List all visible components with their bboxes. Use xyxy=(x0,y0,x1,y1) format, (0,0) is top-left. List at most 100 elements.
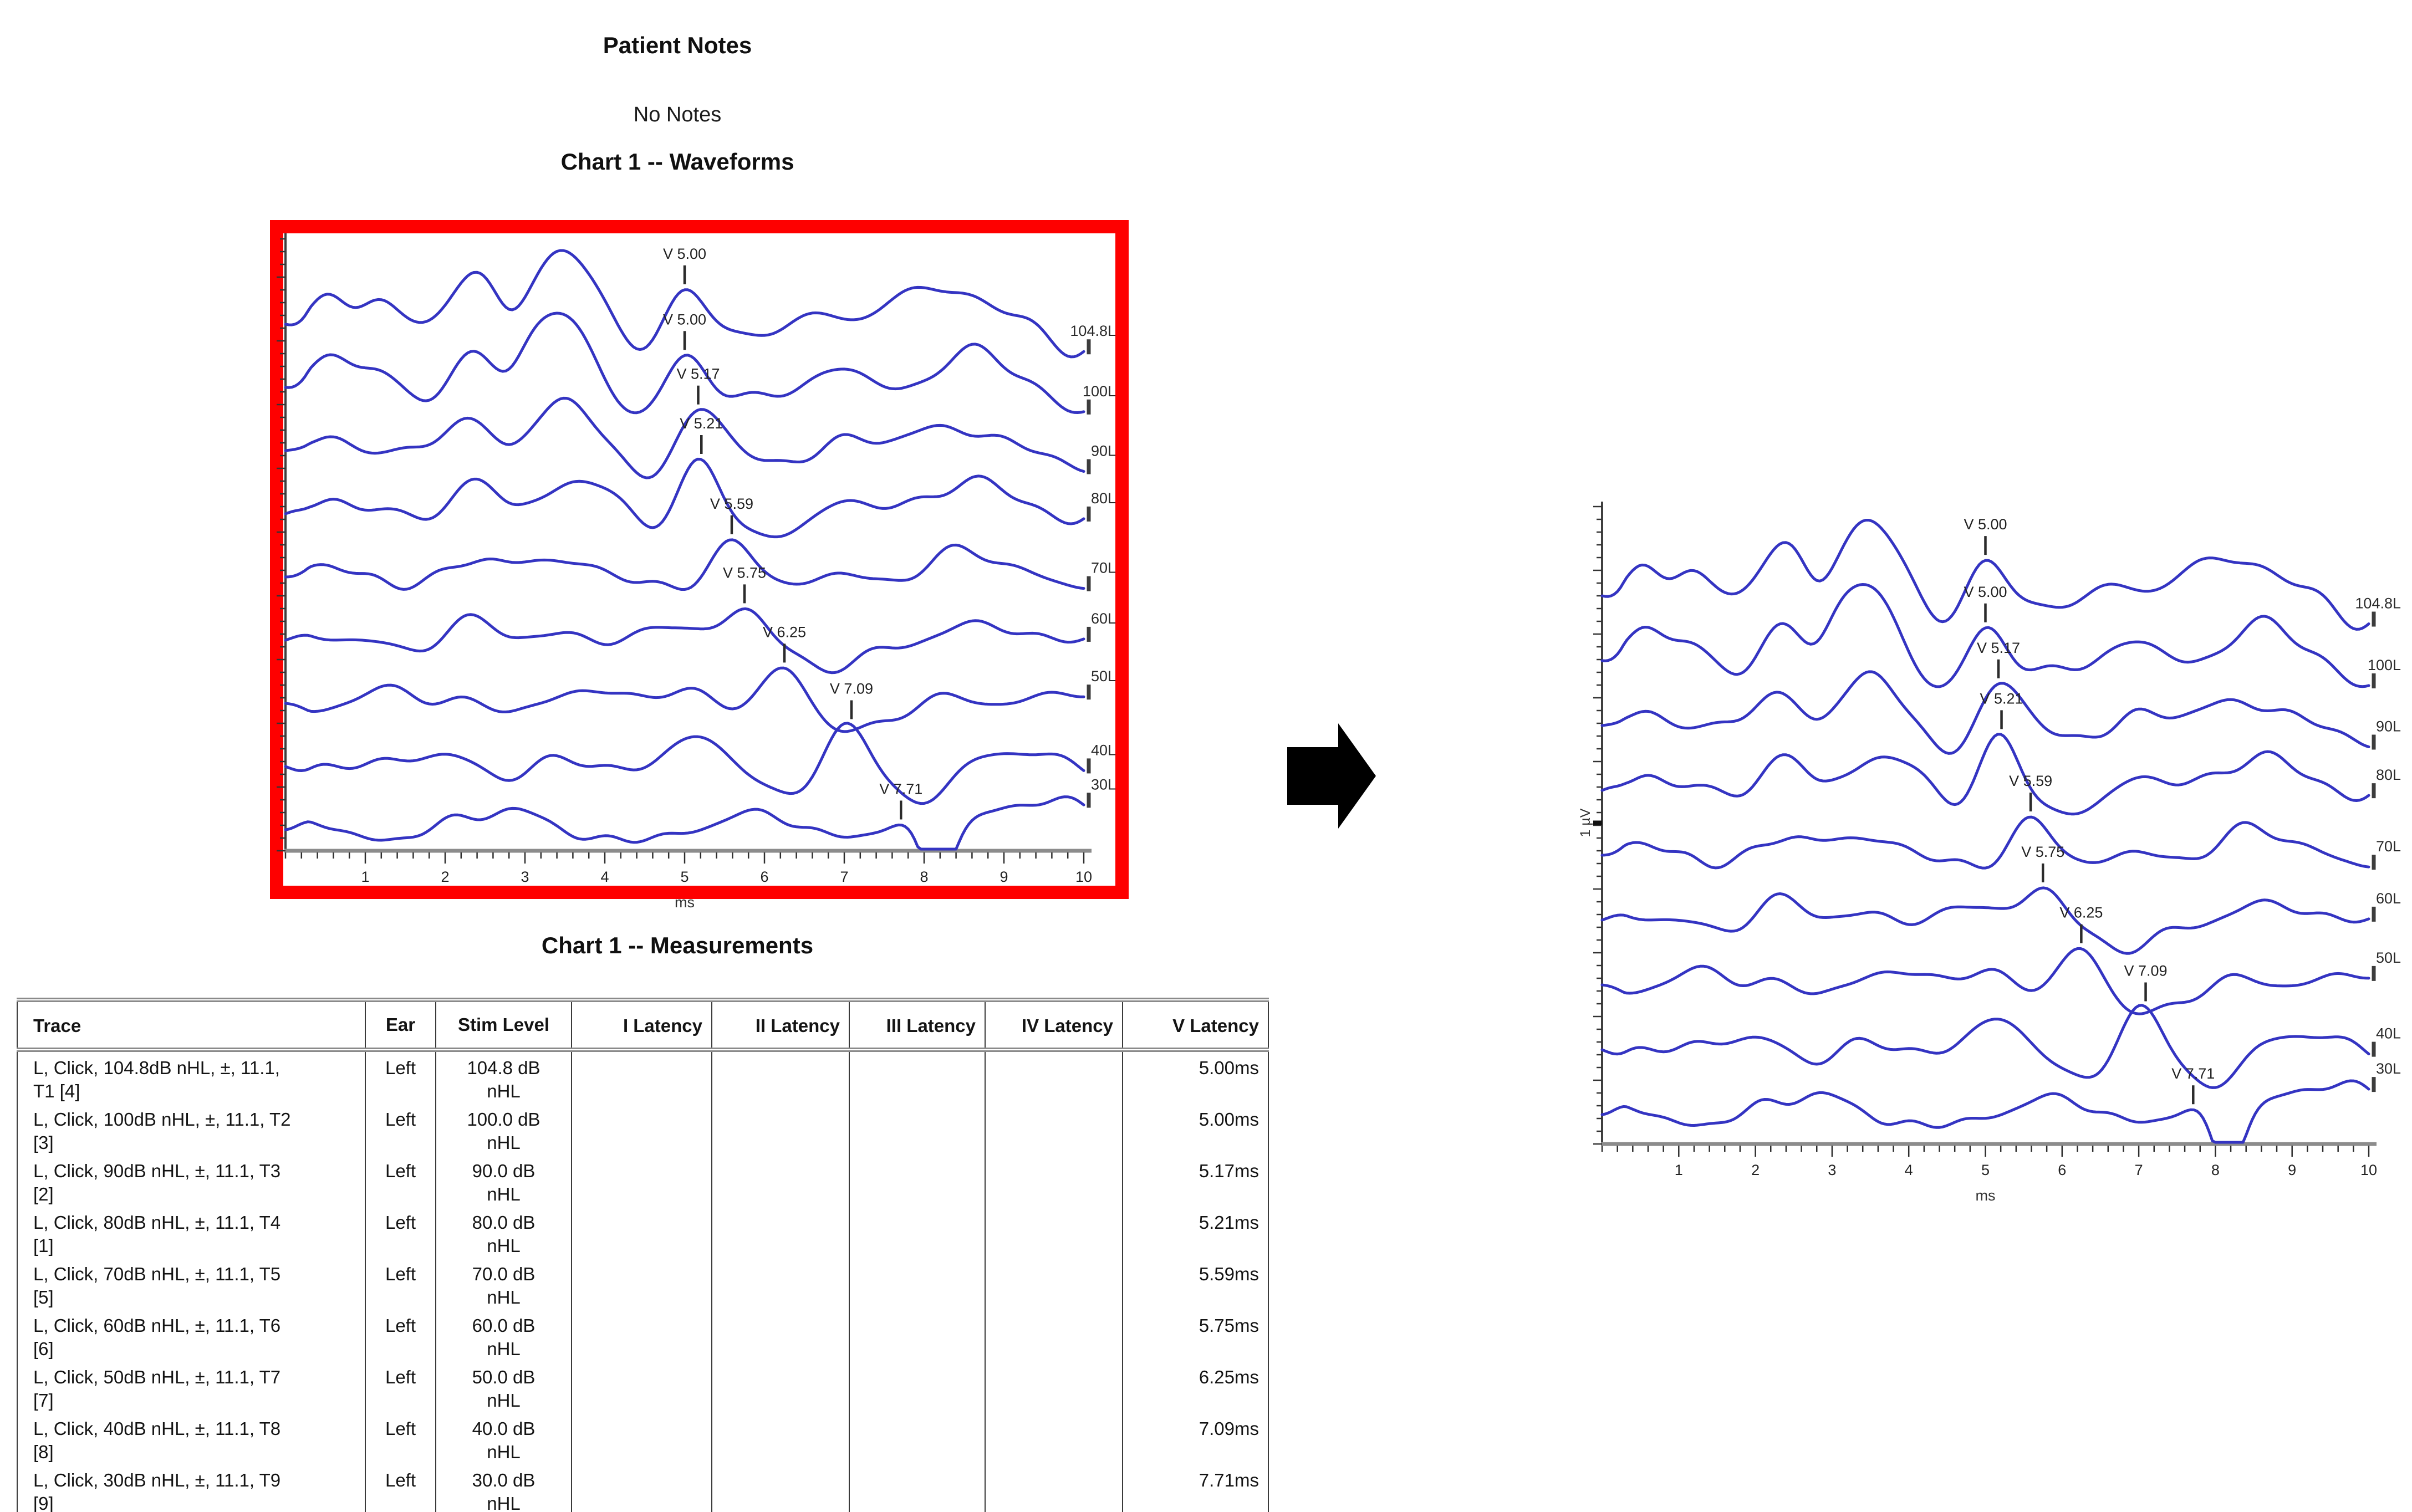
v-latency-cell: 5.00ms xyxy=(1122,1050,1269,1104)
trace-cell: L, Click, 60dB nHL, ±, 11.1, T6 [6] xyxy=(17,1310,366,1361)
iii-latency-cell xyxy=(849,1104,986,1155)
trace-label: 80L xyxy=(2376,767,2401,783)
col-header-ii-latency: II Latency xyxy=(711,1000,850,1050)
trace-cell: L, Click, 100dB nHL, ±, 11.1, T2 [3] xyxy=(17,1104,366,1155)
trace-cell-text: [8] xyxy=(33,1442,54,1462)
v-marker-label: V 6.25 xyxy=(763,624,806,640)
stim-level-cell-text: 40.0 dB xyxy=(472,1418,536,1439)
ear-cell-text: Left xyxy=(385,1315,416,1336)
trace-label: 104.8L xyxy=(1070,323,1116,339)
trace-cell-text: [1] xyxy=(33,1235,54,1256)
iv-latency-cell xyxy=(985,1050,1123,1104)
ii-latency-cell xyxy=(711,1361,850,1413)
stim-level-cell-text: 104.8 dB xyxy=(467,1058,540,1078)
abr-trace xyxy=(1600,1004,2370,1089)
stim-level-cell-text: nHL xyxy=(487,1442,521,1462)
x-tick-label: 6 xyxy=(2058,1162,2066,1178)
stim-level-cell: 104.8 dB nHL xyxy=(435,1050,572,1104)
x-tick-label: 7 xyxy=(840,869,848,885)
iv-latency-cell xyxy=(985,1258,1123,1310)
trace-label: 40L xyxy=(2376,1025,2401,1042)
abr-trace xyxy=(1600,1079,2370,1144)
ear-cell-text: Left xyxy=(385,1212,416,1233)
col-header-iv-latency: IV Latency xyxy=(985,1000,1123,1050)
iv-latency-cell xyxy=(985,1104,1123,1155)
v-marker-label: V 5.21 xyxy=(680,415,723,432)
abr-trace xyxy=(284,396,1085,479)
v-latency-cell-text: 6.25ms xyxy=(1199,1367,1259,1387)
v-latency-cell: 7.71ms xyxy=(1122,1464,1269,1512)
ear-cell: Left xyxy=(365,1104,436,1155)
stim-level-cell-text: 90.0 dB xyxy=(472,1161,536,1181)
abr-trace xyxy=(1600,947,2370,1015)
col-header-v-latency: V Latency xyxy=(1122,1000,1269,1050)
trace-cell: L, Click, 90dB nHL, ±, 11.1, T3 [2] xyxy=(17,1155,366,1207)
v-marker-label: V 7.09 xyxy=(830,681,873,697)
v-latency-cell-text: 5.17ms xyxy=(1199,1161,1259,1181)
v-marker-label: V 7.71 xyxy=(879,780,922,797)
measurements-table: Trace Ear Stim Level I Latency II Latenc… xyxy=(17,998,1269,1512)
stim-level-cell-text: nHL xyxy=(487,1081,521,1101)
trace-label: 90L xyxy=(2376,718,2401,734)
trace-cell-text: L, Click, 70dB nHL, ±, 11.1, T5 xyxy=(33,1264,281,1284)
stim-level-cell: 70.0 dB nHL xyxy=(435,1258,572,1310)
ear-cell: Left xyxy=(365,1050,436,1104)
iv-latency-cell xyxy=(985,1464,1123,1512)
v-latency-cell-text: 5.00ms xyxy=(1199,1058,1259,1078)
stim-level-cell-text: 30.0 dB xyxy=(472,1470,536,1490)
trace-cell-text: L, Click, 100dB nHL, ±, 11.1, T2 xyxy=(33,1109,291,1130)
trace-label: 50L xyxy=(1091,668,1116,685)
v-marker-label: V 5.75 xyxy=(2021,844,2064,860)
trace-label: 50L xyxy=(2376,949,2401,966)
trace-cell: L, Click, 104.8dB nHL, ±, 11.1, T1 [4] xyxy=(17,1050,366,1104)
v-marker-label: V 5.00 xyxy=(663,311,706,328)
abr-trace xyxy=(1600,583,2370,688)
stim-level-cell-text: nHL xyxy=(487,1132,521,1153)
no-notes-text: No Notes xyxy=(633,103,722,126)
x-tick-label: 5 xyxy=(1981,1162,1990,1178)
v-latency-cell: 5.75ms xyxy=(1122,1310,1269,1361)
x-tick-label: 8 xyxy=(920,869,928,885)
abr-trace xyxy=(1600,886,2370,955)
trace-cell-text: [9] xyxy=(33,1493,54,1512)
col-header-i-latency: I Latency xyxy=(571,1000,712,1050)
abr-trace xyxy=(1600,519,2370,631)
trace-cell-text: [3] xyxy=(33,1132,54,1153)
trace-cell-text: [2] xyxy=(33,1184,54,1204)
trace-label: 100L xyxy=(1083,383,1116,400)
x-tick-label: 4 xyxy=(600,869,609,885)
ear-cell-text: Left xyxy=(385,1470,416,1490)
iii-latency-cell xyxy=(849,1413,986,1464)
trace-cell-text: L, Click, 104.8dB nHL, ±, 11.1, xyxy=(33,1058,280,1078)
trace-label: 60L xyxy=(2376,890,2401,907)
trace-cell-text: L, Click, 80dB nHL, ±, 11.1, T4 xyxy=(33,1212,281,1233)
v-latency-cell: 6.25ms xyxy=(1122,1361,1269,1413)
ii-latency-cell xyxy=(711,1464,850,1512)
abr-trace xyxy=(284,538,1085,591)
v-marker-label: V 6.25 xyxy=(2059,905,2103,921)
x-tick-label: 5 xyxy=(680,869,689,885)
table-row: L, Click, 80dB nHL, ±, 11.1, T4 [1] Left 80… xyxy=(17,1207,1269,1258)
v-latency-cell: 7.09ms xyxy=(1122,1413,1269,1464)
i-latency-cell xyxy=(571,1104,712,1155)
trace-cell-text: [5] xyxy=(33,1287,54,1307)
v-marker-label: V 5.17 xyxy=(1977,640,2020,656)
v-marker-label: V 7.09 xyxy=(2124,963,2168,979)
v-marker-label: V 7.71 xyxy=(2171,1065,2215,1082)
col-header-trace: Trace xyxy=(17,1000,366,1050)
table-row: L, Click, 90dB nHL, ±, 11.1, T3 [2] Left 90… xyxy=(17,1155,1269,1207)
x-tick-label: 3 xyxy=(521,869,529,885)
v-marker-label: V 5.00 xyxy=(1964,584,2007,600)
stim-level-cell: 100.0 dB nHL xyxy=(435,1104,572,1155)
trace-label: 70L xyxy=(2376,838,2401,855)
i-latency-cell xyxy=(571,1258,712,1310)
x-tick-label: 1 xyxy=(1675,1162,1683,1178)
v-marker-label: V 5.75 xyxy=(723,564,766,581)
trace-cell: L, Click, 80dB nHL, ±, 11.1, T4 [1] xyxy=(17,1207,366,1258)
table-row: L, Click, 100dB nHL, ±, 11.1, T2 [3] Left 1… xyxy=(17,1104,1269,1155)
trace-label: 104.8L xyxy=(2355,595,2401,612)
iv-latency-cell xyxy=(985,1361,1123,1413)
iv-latency-cell xyxy=(985,1413,1123,1464)
stim-level-cell-text: 80.0 dB xyxy=(472,1212,536,1233)
